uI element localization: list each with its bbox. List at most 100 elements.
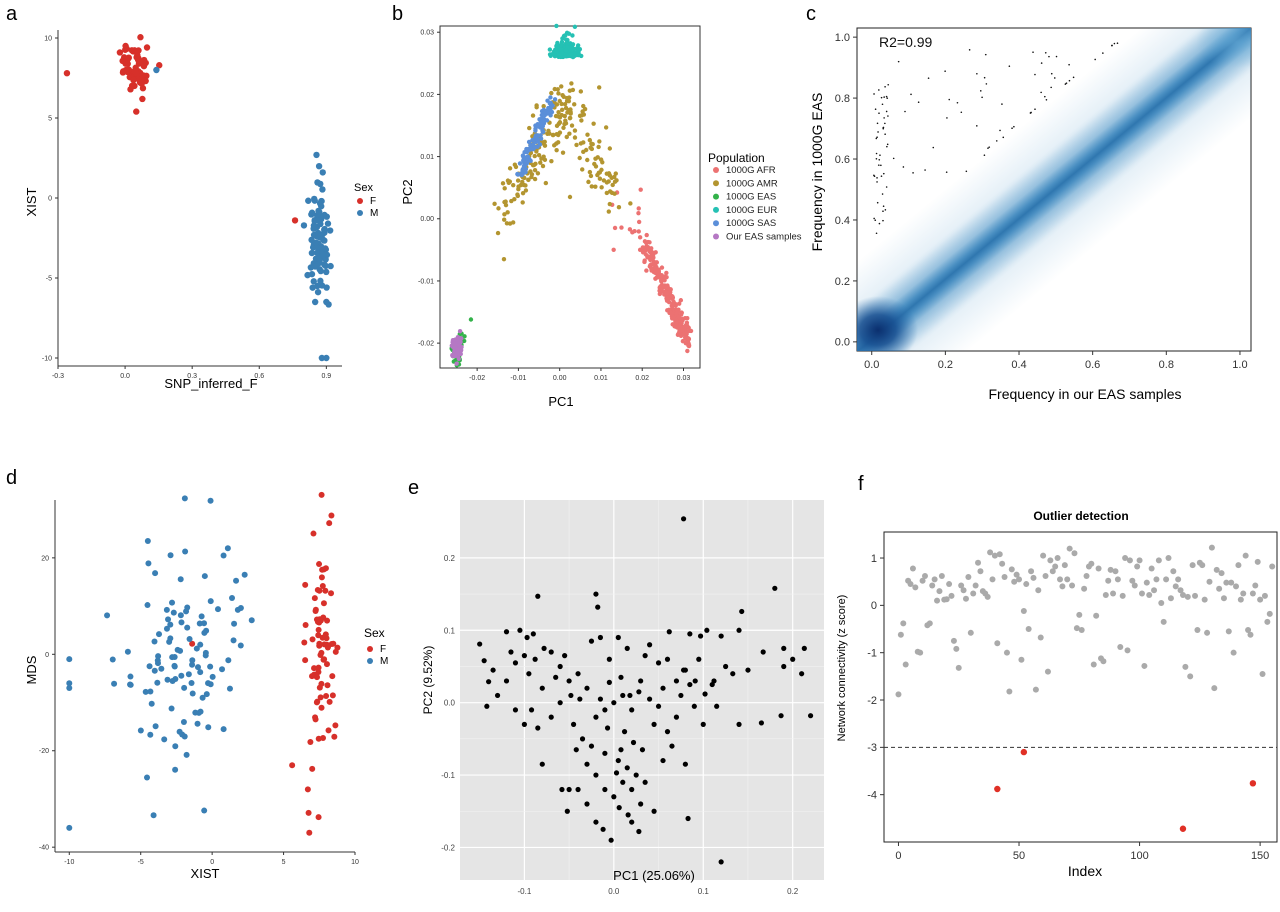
legend-label-eur: 1000G EUR (726, 205, 777, 216)
amr-point (612, 191, 617, 196)
data-point (682, 761, 688, 767)
data-point (718, 633, 724, 639)
our-eas-point (456, 337, 462, 342)
data-point-M (66, 656, 73, 663)
data-point-M (203, 691, 210, 698)
data-point (606, 656, 612, 662)
data-point (972, 582, 979, 589)
data-point-M (207, 598, 214, 605)
eur-point (564, 40, 570, 45)
afr-point (670, 314, 676, 319)
scatter-dot (873, 174, 875, 177)
scatter-dot (876, 136, 878, 139)
data-point-M (319, 186, 326, 193)
data-point (1269, 563, 1276, 570)
sas-point (549, 103, 554, 108)
data-point (781, 645, 787, 651)
data-point-M (181, 684, 188, 691)
data-point-M (202, 649, 209, 656)
amr-point (579, 118, 584, 123)
scatter-dot (1034, 73, 1036, 76)
amr-point (597, 139, 602, 144)
amr-point (509, 198, 514, 204)
data-point (647, 696, 653, 702)
data-point (602, 786, 608, 793)
data-point (660, 757, 666, 764)
data-point (946, 581, 953, 588)
data-point (1110, 590, 1117, 597)
data-point-M (184, 604, 191, 611)
data-point (1105, 577, 1112, 584)
panel-a-ylabel: XIST (24, 187, 39, 216)
data-point-M (233, 577, 240, 584)
data-point (1175, 576, 1182, 583)
afr-point (643, 252, 649, 257)
scatter-dot (882, 127, 884, 129)
data-point (597, 696, 604, 702)
data-point (1076, 611, 1083, 618)
panel-a-axes: -0.3 0.0 0.3 0.6 0.9 10 5 0 -5 -10 (42, 30, 342, 380)
afr-point (670, 294, 675, 299)
data-point-M (169, 599, 176, 606)
afr-point (685, 348, 690, 354)
data-point (602, 750, 608, 756)
y-tick-label: 0 (871, 600, 877, 612)
afr-point (662, 278, 667, 283)
amr-point (511, 182, 516, 188)
legend-dot-amr (713, 180, 719, 187)
scatter-dot (1050, 86, 1052, 89)
data-point-F (334, 644, 341, 651)
data-point-M (316, 200, 324, 207)
data-point (1078, 626, 1085, 633)
data-point-F (318, 649, 325, 656)
x-tick-label: -5 (138, 859, 144, 866)
data-point (1179, 591, 1186, 598)
data-point (570, 721, 577, 727)
sas-point (520, 167, 526, 172)
amr-point (495, 230, 501, 236)
data-point-F (316, 640, 323, 647)
sas-point (542, 109, 548, 115)
x-tick-label: -0.01 (510, 375, 526, 382)
data-point-M (196, 620, 203, 627)
data-point-M (321, 225, 328, 233)
data-point-F (326, 698, 333, 705)
data-point (508, 649, 514, 655)
data-point (651, 721, 657, 727)
data-point (1006, 688, 1013, 695)
data-point-M (171, 662, 178, 669)
amr-point (607, 201, 612, 207)
data-point-M (177, 647, 184, 654)
data-point (669, 743, 675, 749)
data-point-F (312, 714, 319, 721)
data-point-M (207, 663, 214, 670)
amr-point (522, 175, 527, 181)
data-point-M (226, 685, 233, 692)
data-point-F (315, 626, 322, 633)
data-point (584, 801, 590, 807)
panel-d-ylabel: MDS (24, 655, 39, 684)
scatter-dot (1065, 82, 1068, 84)
afr-point (636, 229, 641, 234)
data-point-F (140, 62, 148, 70)
y-tick-label: -20 (39, 748, 49, 755)
scatter-dot (985, 83, 988, 85)
data-point (801, 645, 807, 651)
legend-label-eas: 1000G EAS (726, 192, 776, 203)
sas-point (522, 150, 527, 155)
afr-point (636, 210, 641, 216)
x-tick-label: 100 (1130, 850, 1148, 862)
data-point (566, 786, 572, 793)
data-point (900, 620, 907, 627)
legend-label-sas: 1000G SAS (726, 218, 776, 229)
data-point (1129, 577, 1136, 584)
data-point-M (308, 270, 316, 278)
amr-point (596, 85, 602, 90)
data-point-M (163, 625, 170, 632)
afr-point (653, 266, 658, 272)
data-point-F (329, 673, 336, 680)
data-point-M (144, 774, 151, 781)
data-point-F (137, 34, 144, 41)
data-point (486, 679, 492, 685)
data-point (1100, 658, 1107, 665)
